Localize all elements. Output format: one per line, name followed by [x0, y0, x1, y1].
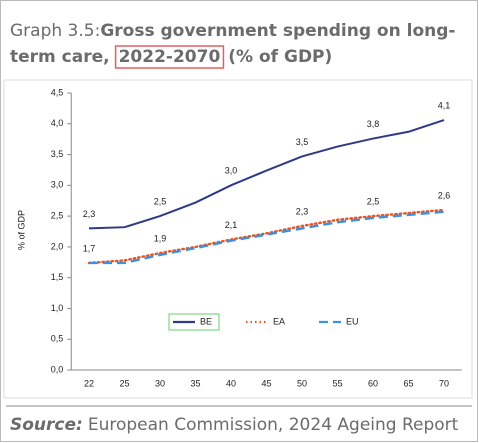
data-label: 3,8: [367, 119, 380, 129]
title-line: Gross government spending on long-: [100, 21, 455, 41]
data-label: 2,5: [154, 196, 167, 206]
title-highlight: 2022-2070: [119, 47, 221, 67]
title-line: (% of GDP): [228, 47, 332, 67]
source: Source: European Commission, 2024 Ageing …: [10, 415, 459, 435]
data-label: 1,7: [83, 243, 96, 253]
legend-label: EU: [346, 316, 359, 326]
y-tick-label: 4,5: [51, 87, 64, 97]
data-label: 2,5: [367, 196, 380, 206]
y-tick-label: 2,0: [51, 241, 64, 251]
chart-title: Graph 3.5:Gross government spending on l…: [10, 21, 455, 41]
y-tick-label: 4,0: [51, 118, 64, 128]
data-label: 2,3: [296, 206, 309, 216]
x-tick-label: 65: [403, 378, 413, 388]
highlight-box: [114, 45, 225, 69]
data-label: 2,6: [438, 190, 451, 200]
x-tick-label: 50: [297, 378, 307, 388]
data-label: 2,1: [225, 220, 238, 230]
legend-box: [168, 313, 220, 331]
line-eu: [89, 210, 445, 265]
y-tick-label: 1,0: [51, 303, 64, 313]
x-tick-label: 70: [439, 378, 449, 388]
source-label: Source:: [10, 415, 83, 435]
y-tick-label: 1,5: [51, 272, 64, 282]
y-tick-label: 3,0: [51, 180, 64, 190]
legend-label: EA: [273, 316, 285, 326]
x-tick-label: 60: [368, 378, 378, 388]
x-tick-label: 40: [226, 378, 236, 388]
data-label: 2,3: [83, 209, 96, 219]
y-tick-label: 0,5: [51, 334, 64, 344]
data-label: 1,9: [154, 233, 167, 243]
line-ea: [87, 208, 446, 265]
line-be: [88, 119, 445, 230]
data-label: 4,1: [438, 100, 451, 110]
y-tick-label: 2,5: [51, 210, 64, 220]
x-tick-label: 22: [84, 378, 94, 388]
chart-title: term care, 2022-2070 (% of GDP): [10, 47, 332, 67]
panel: [3, 79, 473, 399]
legend-label: BE: [200, 316, 212, 326]
y-tick-label: 0,0: [51, 364, 64, 374]
y-tick-label: 3,5: [51, 149, 64, 159]
data-label: 3,0: [225, 166, 238, 176]
y-axis-label: % of GDP: [16, 210, 26, 250]
x-tick-label: 55: [332, 378, 342, 388]
x-tick-label: 45: [261, 378, 271, 388]
source-text: European Commission, 2024 Ageing Report: [88, 415, 459, 435]
x-tick-label: 30: [155, 378, 165, 388]
title-line: term care,: [10, 47, 110, 67]
x-tick-label: 25: [119, 378, 129, 388]
data-label: 3,5: [296, 137, 309, 147]
title-prefix: Graph 3.5:: [10, 21, 100, 41]
x-tick-label: 35: [190, 378, 200, 388]
